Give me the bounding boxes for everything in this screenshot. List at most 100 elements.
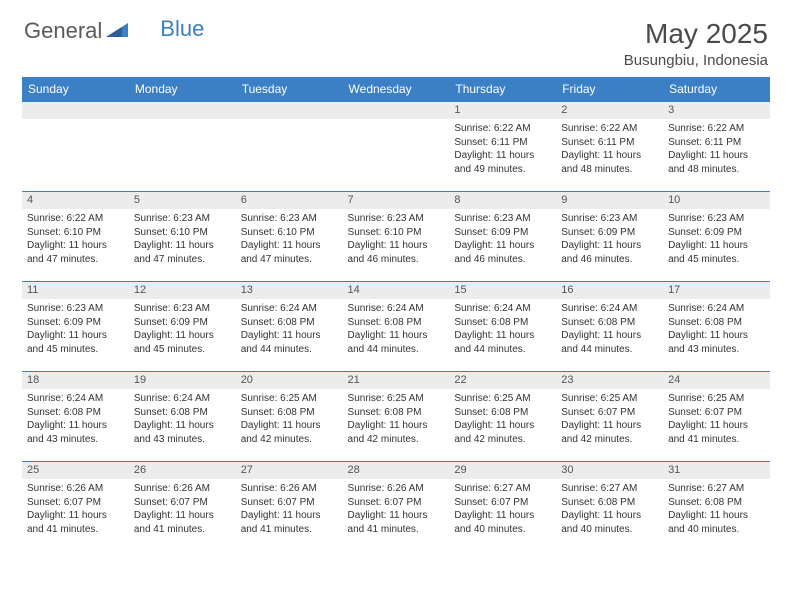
- day-number: 2: [556, 102, 663, 119]
- daylight-line: Daylight: 11 hours and 40 minutes.: [561, 509, 658, 536]
- day-number: 22: [449, 372, 556, 389]
- daylight-line: Daylight: 11 hours and 41 minutes.: [134, 509, 231, 536]
- sunset-line: Sunset: 6:08 PM: [668, 316, 765, 330]
- day-header: Wednesday: [343, 77, 450, 102]
- day-number: 9: [556, 192, 663, 209]
- daylight-line: Daylight: 11 hours and 40 minutes.: [668, 509, 765, 536]
- calendar-row: 4 Sunrise: 6:22 AM Sunset: 6:10 PM Daylight…: [22, 192, 770, 282]
- cell-body: Sunrise: 6:23 AMSunset: 6:10 PMDaylight:…: [129, 209, 236, 270]
- calendar-cell: [129, 102, 236, 192]
- sunrise-line: Sunrise: 6:23 AM: [134, 302, 231, 316]
- sunrise-line: Sunrise: 6:26 AM: [134, 482, 231, 496]
- calendar-cell: 23Sunrise: 6:25 AMSunset: 6:07 PMDayligh…: [556, 372, 663, 462]
- day-number: 24: [663, 372, 770, 389]
- sunset-line: Sunset: 6:07 PM: [134, 496, 231, 510]
- calendar-body: 1Sunrise: 6:22 AMSunset: 6:11 PMDaylight…: [22, 102, 770, 552]
- sunset-line: Sunset: 6:08 PM: [348, 406, 445, 420]
- day-number: 11: [22, 282, 129, 299]
- sunset-line: Sunset: 6:08 PM: [241, 406, 338, 420]
- sunrise-line: Sunrise: 6:26 AM: [241, 482, 338, 496]
- calendar-cell: 15Sunrise: 6:24 AMSunset: 6:08 PMDayligh…: [449, 282, 556, 372]
- sunset-line: Sunset: 6:08 PM: [454, 406, 551, 420]
- sunrise-line: Sunrise: 6:27 AM: [668, 482, 765, 496]
- sunrise-line: Sunrise: 6:26 AM: [27, 482, 124, 496]
- day-number: 15: [449, 282, 556, 299]
- cell-body: Sunrise: 6:24 AMSunset: 6:08 PMDaylight:…: [22, 389, 129, 450]
- calendar-cell: 9Sunrise: 6:23 AMSunset: 6:09 PMDaylight…: [556, 192, 663, 282]
- cell-body: Sunrise: 6:25 AMSunset: 6:07 PMDaylight:…: [556, 389, 663, 450]
- sunrise-line: Sunrise: 6:25 AM: [561, 392, 658, 406]
- sunset-line: Sunset: 6:08 PM: [561, 496, 658, 510]
- calendar-row: 11Sunrise: 6:23 AMSunset: 6:09 PMDayligh…: [22, 282, 770, 372]
- sunrise-line: Sunrise: 6:22 AM: [27, 212, 124, 226]
- day-number: 12: [129, 282, 236, 299]
- day-number: 4: [22, 192, 129, 209]
- sunset-line: Sunset: 6:10 PM: [241, 226, 338, 240]
- daylight-line: Daylight: 11 hours and 46 minutes.: [348, 239, 445, 266]
- calendar-cell: 8 Sunrise: 6:23 AMSunset: 6:09 PMDaylight…: [449, 192, 556, 282]
- day-number: 3: [663, 102, 770, 119]
- cell-body: Sunrise: 6:25 AMSunset: 6:08 PMDaylight:…: [236, 389, 343, 450]
- day-number: 29: [449, 462, 556, 479]
- sunset-line: Sunset: 6:07 PM: [241, 496, 338, 510]
- day-number: 10: [663, 192, 770, 209]
- daylight-line: Daylight: 11 hours and 44 minutes.: [348, 329, 445, 356]
- daylight-line: Daylight: 11 hours and 43 minutes.: [27, 419, 124, 446]
- cell-body: Sunrise: 6:26 AMSunset: 6:07 PMDaylight:…: [343, 479, 450, 540]
- sunset-line: Sunset: 6:08 PM: [454, 316, 551, 330]
- calendar-cell: 2Sunrise: 6:22 AMSunset: 6:11 PMDaylight…: [556, 102, 663, 192]
- day-number: [236, 102, 343, 119]
- daylight-line: Daylight: 11 hours and 49 minutes.: [454, 149, 551, 176]
- sunrise-line: Sunrise: 6:23 AM: [454, 212, 551, 226]
- sunset-line: Sunset: 6:07 PM: [454, 496, 551, 510]
- calendar-cell: 16Sunrise: 6:24 AMSunset: 6:08 PMDayligh…: [556, 282, 663, 372]
- cell-body: Sunrise: 6:24 AMSunset: 6:08 PMDaylight:…: [343, 299, 450, 360]
- title-block: May 2025 Busungbiu, Indonesia: [624, 18, 768, 69]
- daylight-line: Daylight: 11 hours and 42 minutes.: [454, 419, 551, 446]
- calendar-row: 25Sunrise: 6:26 AMSunset: 6:07 PMDayligh…: [22, 462, 770, 552]
- day-number: 8: [449, 192, 556, 209]
- day-header: Friday: [556, 77, 663, 102]
- sunrise-line: Sunrise: 6:22 AM: [668, 122, 765, 136]
- cell-body: Sunrise: 6:22 AMSunset: 6:11 PMDaylight:…: [449, 119, 556, 180]
- location: Busungbiu, Indonesia: [624, 52, 768, 69]
- calendar-cell: 10Sunrise: 6:23 AMSunset: 6:09 PMDayligh…: [663, 192, 770, 282]
- cell-body: Sunrise: 6:27 AMSunset: 6:08 PMDaylight:…: [663, 479, 770, 540]
- logo-text-blue: Blue: [160, 16, 204, 42]
- daylight-line: Daylight: 11 hours and 42 minutes.: [241, 419, 338, 446]
- calendar-row: 18Sunrise: 6:24 AMSunset: 6:08 PMDayligh…: [22, 372, 770, 462]
- calendar-cell: 5Sunrise: 6:23 AMSunset: 6:10 PMDaylight…: [129, 192, 236, 282]
- day-number: 17: [663, 282, 770, 299]
- daylight-line: Daylight: 11 hours and 40 minutes.: [454, 509, 551, 536]
- cell-body: [236, 119, 343, 126]
- logo: General Blue: [24, 18, 204, 44]
- sunset-line: Sunset: 6:08 PM: [668, 496, 765, 510]
- calendar-cell: [236, 102, 343, 192]
- daylight-line: Daylight: 11 hours and 41 minutes.: [668, 419, 765, 446]
- daylight-line: Daylight: 11 hours and 46 minutes.: [561, 239, 658, 266]
- cell-body: Sunrise: 6:22 AMSunset: 6:11 PMDaylight:…: [556, 119, 663, 180]
- day-header: Sunday: [22, 77, 129, 102]
- day-number: 13: [236, 282, 343, 299]
- sunrise-line: Sunrise: 6:22 AM: [454, 122, 551, 136]
- sunset-line: Sunset: 6:08 PM: [348, 316, 445, 330]
- cell-body: [22, 119, 129, 126]
- sunset-line: Sunset: 6:07 PM: [27, 496, 124, 510]
- daylight-line: Daylight: 11 hours and 46 minutes.: [454, 239, 551, 266]
- daylight-line: Daylight: 11 hours and 43 minutes.: [668, 329, 765, 356]
- sunset-line: Sunset: 6:08 PM: [134, 406, 231, 420]
- daylight-line: Daylight: 11 hours and 48 minutes.: [561, 149, 658, 176]
- sunset-line: Sunset: 6:09 PM: [454, 226, 551, 240]
- sunrise-line: Sunrise: 6:23 AM: [134, 212, 231, 226]
- sunrise-line: Sunrise: 6:24 AM: [668, 302, 765, 316]
- calendar-cell: 13Sunrise: 6:24 AMSunset: 6:08 PMDayligh…: [236, 282, 343, 372]
- calendar-cell: 4Sunrise: 6:22 AMSunset: 6:10 PMDaylight…: [22, 192, 129, 282]
- calendar-cell: 17 Sunrise: 6:24 AMSunset: 6:08 PMDayligh…: [663, 282, 770, 372]
- cell-body: Sunrise: 6:24 AMSunset: 6:08 PMDaylight:…: [129, 389, 236, 450]
- daylight-line: Daylight: 11 hours and 47 minutes.: [134, 239, 231, 266]
- day-header: Monday: [129, 77, 236, 102]
- day-number: 23: [556, 372, 663, 389]
- cell-body: Sunrise: 6:26 AMSunset: 6:07 PMDaylight:…: [22, 479, 129, 540]
- cell-body: Sunrise: 6:25 AMSunset: 6:08 PMDaylight:…: [449, 389, 556, 450]
- daylight-line: Daylight: 11 hours and 42 minutes.: [348, 419, 445, 446]
